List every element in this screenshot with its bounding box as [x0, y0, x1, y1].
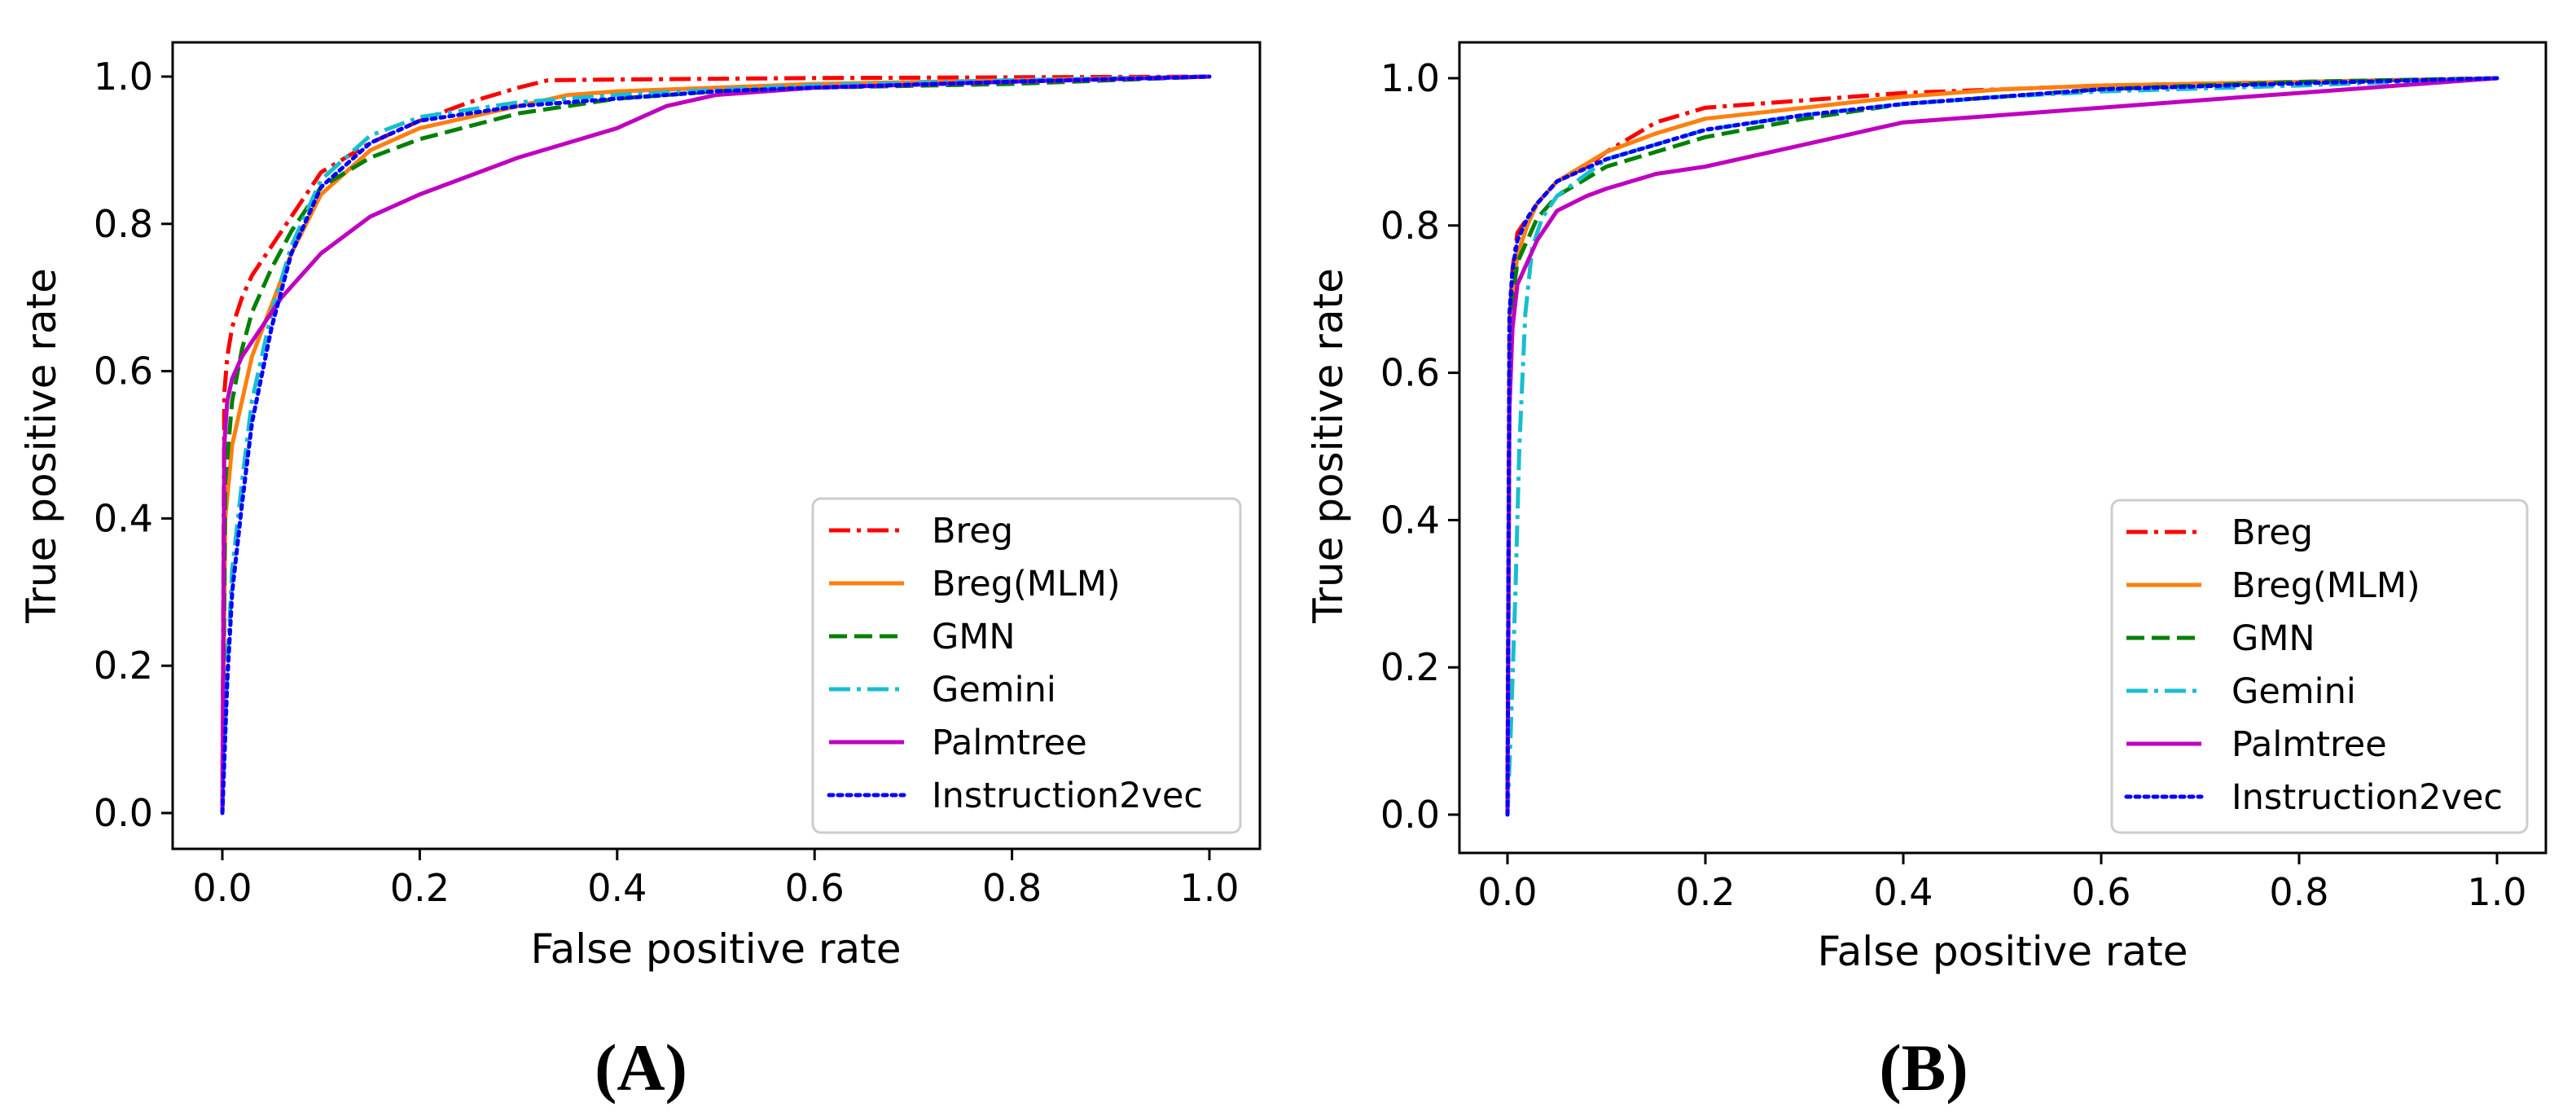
legend: Breg Breg(MLM) GMN Gemini Palmtree Instructio… — [811, 497, 1242, 834]
ticks-layer: 0.0 0.2 0.4 0.6 0.8 1.0 0.0 0.2 0.4 0.6 0.8 1.0 — [1380, 56, 2527, 914]
y-tick-label: 0.8 — [94, 202, 153, 246]
y-tick-label: 0.0 — [94, 791, 153, 835]
y-tick-label: 1.0 — [94, 55, 153, 99]
legend-label: Breg — [932, 511, 1013, 552]
legend-entries: Breg Breg(MLM) GMN Gemini Palmtree Instructio… — [2124, 512, 2503, 818]
legend-label: Instruction2vec — [932, 776, 1203, 816]
series-line-palmtree — [220, 74, 1210, 814]
y-tick-label: 0.6 — [1380, 351, 1440, 395]
x-tick-label: 0.4 — [1873, 870, 1933, 914]
series-layer — [220, 74, 1212, 815]
legend-label: Palmtree — [2232, 724, 2387, 765]
legend-label: Instruction2vec — [2232, 777, 2503, 818]
y-tick-label: 0.8 — [1380, 204, 1440, 248]
y-tick-label: 0.4 — [1380, 498, 1440, 542]
series-line-instruction2vec — [1505, 76, 2499, 817]
y-tick-label: 1.0 — [1380, 56, 1440, 100]
legend-label: Gemini — [932, 670, 1056, 710]
x-axis-label: False positive rate — [531, 925, 902, 973]
y-tick-label: 0.0 — [1380, 793, 1440, 837]
x-tick-label: 0.4 — [587, 866, 647, 910]
legend-frame — [2110, 499, 2529, 834]
panel-label-b: (B) — [1879, 1031, 1968, 1105]
x-tick-label: 0.0 — [1477, 870, 1537, 914]
legend-label: Palmtree — [932, 723, 1087, 763]
series-layer — [1505, 76, 2499, 817]
legend-label: Breg(MLM) — [2232, 565, 2420, 606]
x-axis-label: False positive rate — [1818, 928, 2188, 975]
legend-label: Gemini — [2232, 671, 2356, 712]
series-line-instruction2vec — [220, 74, 1212, 815]
x-tick-label: 0.0 — [192, 866, 252, 910]
panel-b: 0.0 0.2 0.4 0.6 0.8 1.0 0.0 0.2 0.4 0.6 0.8 1.0 Fal… — [1305, 41, 2547, 1105]
plot-area-frame — [171, 41, 1262, 850]
x-tick-label: 1.0 — [2467, 870, 2526, 914]
x-tick-label: 0.6 — [785, 866, 845, 910]
y-axis-label: True positive rate — [1305, 268, 1352, 624]
y-tick-label: 0.6 — [94, 349, 153, 393]
panel-a: 0.0 0.2 0.4 0.6 0.8 1.0 0.0 0.2 0.4 0.6 0.8 1.0 Fal… — [18, 41, 1262, 1105]
series-line-gmn — [220, 74, 1210, 814]
series-line-breg — [220, 74, 1210, 814]
legend-frame — [811, 497, 1242, 834]
panel-label-a: (A) — [595, 1031, 687, 1105]
y-tick-label: 0.2 — [94, 644, 153, 688]
x-tick-label: 1.0 — [1179, 866, 1239, 910]
x-tick-label: 0.8 — [982, 866, 1042, 910]
legend-entries: Breg Breg(MLM) GMN Gemini Palmtree Instructio… — [827, 511, 1203, 816]
x-tick-label: 0.6 — [2071, 870, 2131, 914]
y-tick-label: 0.4 — [94, 496, 153, 540]
y-axis-label: True positive rate — [18, 268, 65, 624]
x-tick-label: 0.2 — [390, 866, 450, 910]
legend-label: Breg(MLM) — [932, 564, 1121, 604]
legend-label: GMN — [932, 617, 1016, 657]
ticks-layer: 0.0 0.2 0.4 0.6 0.8 1.0 0.0 0.2 0.4 0.6 0.8 1.0 — [94, 55, 1240, 910]
plot-area-frame — [1458, 41, 2547, 855]
series-line-palmtree — [1505, 76, 2498, 815]
x-tick-label: 0.2 — [1675, 870, 1735, 914]
series-line-breg-mlm — [220, 74, 1210, 814]
legend-label: Breg — [2232, 512, 2313, 553]
x-tick-label: 0.8 — [2269, 870, 2328, 914]
legend: Breg Breg(MLM) GMN Gemini Palmtree Instructio… — [2110, 499, 2529, 834]
legend-label: GMN — [2232, 618, 2315, 659]
y-tick-label: 0.2 — [1380, 645, 1440, 689]
